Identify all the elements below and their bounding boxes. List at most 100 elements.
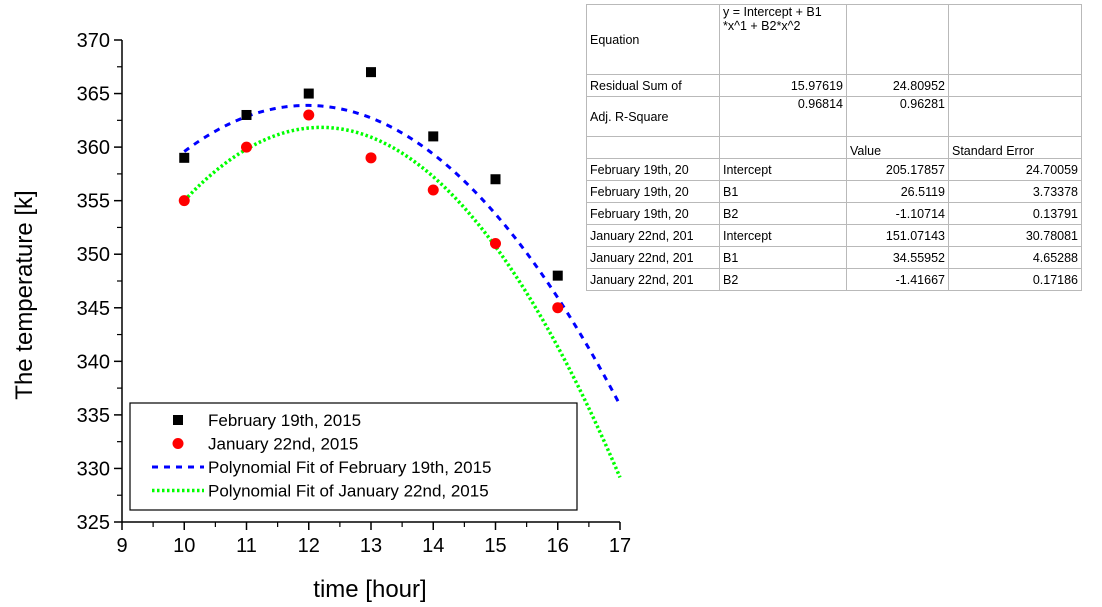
fit-table-row: January 22nd, 201 B1 34.55952 4.65288 — [586, 246, 1082, 269]
x-tick-label: 12 — [298, 535, 320, 557]
data-point-circle — [552, 302, 564, 314]
fit-table-cell: January 22nd, 201 — [586, 268, 720, 291]
data-point-circle — [241, 141, 252, 153]
fit-results-body: Equation y = Intercept + B1 *x^1 + B2*x^2… — [586, 4, 1082, 291]
legend-marker-circle — [172, 438, 184, 449]
x-axis-title: time [hour] — [313, 576, 426, 603]
fit-table-cell: 24.80952 — [846, 74, 949, 97]
fit-table-row: February 19th, 20 B1 26.5119 3.73378 — [586, 180, 1082, 203]
data-point-square — [303, 88, 314, 99]
fit-table-cell: February 19th, 20 — [586, 158, 720, 181]
y-tick-label: 335 — [77, 405, 110, 427]
fit-table-cell: 0.13791 — [948, 202, 1082, 225]
x-tick-label: 16 — [547, 535, 569, 557]
fit-table-row: Equation y = Intercept + B1 *x^1 + B2*x^2 — [586, 4, 1082, 75]
fit-table-cell: Equation — [586, 4, 720, 75]
fit-table-cell: 4.65288 — [948, 246, 1082, 269]
axes: 9 10 11 12 13 14 15 16 17 325 330 335 340 345 350 355 36… — [77, 30, 632, 557]
fit-table-cell — [719, 136, 847, 159]
fit-results-table: Equation y = Intercept + B1 *x^1 + B2*x^2… — [586, 4, 1082, 291]
fit-table-cell: B2 — [719, 268, 847, 291]
fit-table-cell: 0.96281 — [846, 96, 949, 137]
fit-table-cell: 205.17857 — [846, 158, 949, 181]
fit-table-row: February 19th, 20 B2 -1.10714 0.13791 — [586, 202, 1082, 225]
fit-table-row: January 22nd, 201 B2 -1.41667 0.17186 — [586, 268, 1082, 291]
data-point-square — [179, 152, 190, 163]
fit-table-cell: 26.5119 — [846, 180, 949, 203]
data-point-square — [428, 131, 439, 142]
y-tick-label: 345 — [77, 298, 110, 320]
legend-box — [129, 402, 578, 511]
fit-table-cell: Intercept — [719, 224, 847, 247]
fit-table-cell: B1 — [719, 246, 847, 269]
fit-table-cell: January 22nd, 201 — [586, 246, 720, 269]
data-point-circle — [427, 184, 439, 196]
data-point-circle — [365, 152, 377, 164]
fit-table-cell: B1 — [719, 180, 847, 203]
fit-table-cell — [586, 136, 720, 159]
fit-table-cell: 30.78081 — [948, 224, 1082, 247]
fit-table-cell: January 22nd, 201 — [586, 224, 720, 247]
fit-table-cell: Adj. R-Square — [586, 96, 720, 137]
fit-table-cell: Standard Error — [948, 136, 1082, 159]
fit-table-row: January 22nd, 201 Intercept 151.07143 30.78… — [586, 224, 1082, 247]
y-tick-label: 370 — [77, 30, 110, 52]
fit-table-cell: B2 — [719, 202, 847, 225]
data-point-circle — [178, 195, 190, 207]
fit-table-cell: 24.70059 — [948, 158, 1082, 181]
fit-table-cell: -1.41667 — [846, 268, 949, 291]
y-tick-label: 360 — [77, 137, 110, 159]
fit-table-cell: -1.10714 — [846, 202, 949, 225]
y-tick-label: 340 — [77, 351, 110, 373]
fit-lines — [182, 103, 622, 479]
data-point-circle — [490, 238, 501, 250]
fit-table-cell: 151.07143 — [846, 224, 949, 247]
legend-label: Polynomial Fit of January 22nd, 2015 — [208, 482, 489, 501]
y-tick-label: 355 — [77, 191, 110, 213]
fit-table-cell — [948, 96, 1082, 137]
fit-table-row: Residual Sum of 15.97619 24.80952 — [586, 74, 1082, 97]
legend: February 19th, 2015 January 22nd, 2015 Pol… — [129, 402, 578, 511]
x-tick-label: 11 — [236, 535, 257, 557]
fit-table-cell: February 19th, 20 — [586, 180, 720, 203]
fit-table-cell: 34.55952 — [846, 246, 949, 269]
fit-table-cell: Residual Sum of — [586, 74, 720, 97]
fit-table-cell: Intercept — [719, 158, 847, 181]
y-tick-label: 330 — [77, 458, 110, 480]
data-points — [178, 67, 564, 314]
fit-table-cell: 0.17186 — [948, 268, 1082, 291]
y-axis-title: The temperature [k] — [11, 190, 38, 399]
fit-line — [183, 103, 622, 406]
data-point-square — [552, 270, 563, 281]
fit-table-cell — [846, 4, 949, 75]
fit-line — [182, 125, 622, 479]
data-point-square — [366, 67, 376, 78]
fit-table-row: Value Standard Error — [586, 136, 1082, 159]
x-tick-label: 10 — [173, 535, 195, 557]
fit-table-cell — [948, 4, 1082, 75]
fit-table-cell: 3.73378 — [948, 180, 1082, 203]
y-tick-label: 365 — [77, 84, 110, 106]
fit-table-cell: February 19th, 20 — [586, 202, 720, 225]
legend-marker-square — [173, 415, 183, 425]
fit-table-cell: y = Intercept + B1 *x^1 + B2*x^2 — [719, 4, 847, 75]
fit-table-row: Adj. R-Square 0.96814 0.96281 — [586, 96, 1082, 137]
legend-label: January 22nd, 2015 — [208, 435, 358, 454]
x-tick-label: 15 — [484, 535, 506, 557]
fit-table-cell: Value — [846, 136, 949, 159]
data-point-square — [241, 109, 252, 120]
fit-table-cell — [948, 74, 1082, 97]
legend-label: Polynomial Fit of February 19th, 2015 — [208, 458, 491, 477]
x-tick-label: 17 — [609, 535, 631, 557]
x-tick-label: 13 — [360, 535, 382, 557]
fit-table-row: February 19th, 20 Intercept 205.17857 24.70… — [586, 158, 1082, 181]
data-point-circle — [303, 109, 315, 121]
legend-label: February 19th, 2015 — [208, 411, 361, 430]
y-tick-label: 350 — [77, 244, 110, 266]
data-point-square — [490, 174, 501, 185]
fit-table-cell: 0.96814 — [719, 96, 847, 137]
x-tick-label: 14 — [422, 535, 444, 557]
x-tick-label: 9 — [116, 535, 127, 557]
fit-table-cell: 15.97619 — [719, 74, 847, 97]
